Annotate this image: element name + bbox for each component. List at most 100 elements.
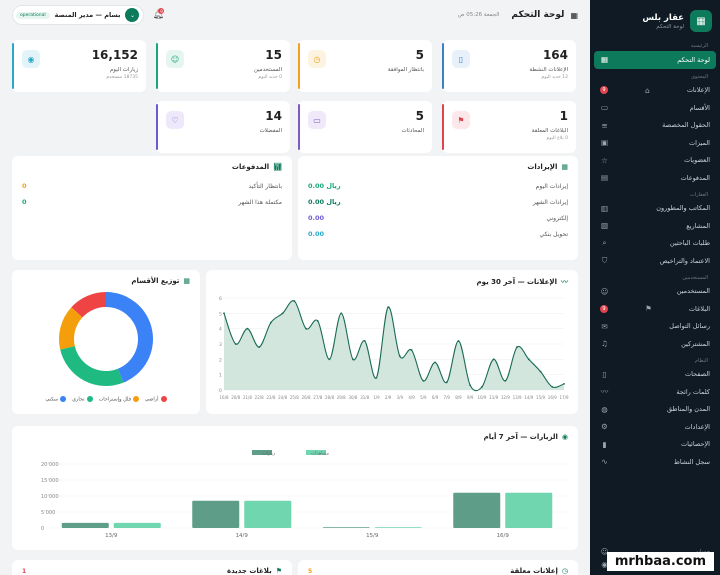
sidebar-item[interactable]: الصفحات ▯ xyxy=(590,366,720,384)
sidebar-item[interactable]: سجل النشاط ∿ xyxy=(590,453,720,471)
data-point xyxy=(481,386,483,388)
legend-swatch xyxy=(60,395,67,402)
data-point xyxy=(305,327,307,330)
stat-label: بانتظار الموافقة xyxy=(387,67,424,73)
legend-item: سكني xyxy=(45,395,67,402)
area-fill xyxy=(224,300,564,391)
sidebar-item[interactable]: لوحة التحكم ▦ xyxy=(594,51,716,69)
sidebar-item-label: المشتركين xyxy=(681,339,710,348)
users-icon: ☺ xyxy=(166,50,184,68)
users-icon: ☺ xyxy=(600,286,609,296)
eye-icon: ◉ xyxy=(601,560,608,569)
summary-value: 0.00 ريال xyxy=(308,198,341,206)
line-series xyxy=(223,300,565,392)
chat-icon: ▭ xyxy=(308,111,326,129)
legend-label: زيارات xyxy=(263,452,275,457)
stat-card[interactable]: 1 البلاغات المعلقة 0 بلاغ اليوم ⚑ xyxy=(442,101,576,153)
chevron-down-icon[interactable]: ⌄ xyxy=(125,8,140,22)
summary-row: بانتظار التأكيد 0 xyxy=(12,178,292,194)
sidebar-item[interactable]: الحقول المخصصة ≡ xyxy=(590,117,720,135)
sidebar-badge: 9 xyxy=(600,86,608,95)
sidebar-item[interactable]: رسائل التواصل ✉ xyxy=(590,318,720,336)
notifications-button[interactable]: 🔔︎ 9 xyxy=(152,8,165,20)
sidebar-item-label: البلاغات xyxy=(688,304,710,313)
stat-card[interactable]: 164 الإعلانات النشطة 12 جديد اليوم ▯ xyxy=(442,40,576,92)
x-tick-label: 13/9 xyxy=(105,533,118,539)
sidebar-item[interactable]: المدن والمناطق ◍ xyxy=(590,401,720,419)
legend-item: فلل وإستراحات xyxy=(98,395,139,402)
data-point xyxy=(223,312,225,315)
sidebar-item[interactable]: الإعلانات ⌂ 9 xyxy=(590,82,720,100)
grid-icon: ▦ xyxy=(570,10,578,20)
y-tick-label: 6 xyxy=(219,296,222,302)
chart-icon: ▮ xyxy=(602,439,607,449)
sidebar-item-label: الإحصائيات xyxy=(680,440,710,449)
bar xyxy=(374,527,422,528)
data-point xyxy=(293,300,296,302)
x-tick-label: 26/8 xyxy=(302,395,311,400)
eye-icon: ◉ xyxy=(561,433,568,441)
sidebar-item[interactable]: الإعدادات ⚙ xyxy=(590,418,720,436)
donut-title-group: ▦ توزيع الأقسام xyxy=(12,270,200,292)
sidebar-section-label: المستخدمين xyxy=(682,274,708,281)
user-menu[interactable]: ⌄ بسام — مدير المنصة operational xyxy=(12,5,145,25)
building-icon: ▥ xyxy=(600,203,609,213)
stat-label: البلاغات المعلقة xyxy=(531,128,568,134)
payments-panel: 📊︎ المدفوعات بانتظار التأكيد 0 مكتملة هذا … xyxy=(12,156,292,260)
sidebar-item[interactable]: المستخدمين ☺ xyxy=(590,283,720,301)
sidebar-item[interactable]: البلاغات ⚑ 9 xyxy=(590,300,720,318)
legend-label: فلل وإستراحات xyxy=(98,396,131,402)
stat-card[interactable]: 5 المحادثات ▭ xyxy=(298,101,432,153)
x-tick-label: 27/8 xyxy=(313,395,322,400)
page-title-group: ▦ لوحة التحكم الجمعة 05:26 ص xyxy=(458,10,578,20)
summary-label: مكتملة هذا الشهر xyxy=(238,198,282,206)
y-tick-label: 3 xyxy=(219,342,222,348)
sidebar-item[interactable]: العضويات ☆ xyxy=(590,152,720,170)
summary-value: 0.00 ريال xyxy=(308,182,341,190)
x-tick-label: 10/9 xyxy=(477,395,486,400)
summary-row: تحويل بنكي 0.00 xyxy=(298,226,578,242)
pie-slice xyxy=(59,307,83,350)
pie-slice xyxy=(60,346,124,386)
watermark: mrhbaa.com xyxy=(606,552,714,571)
sidebar-item[interactable]: المكاتب والمطورون ▥ xyxy=(590,200,720,218)
flag-icon: ⚑ xyxy=(452,111,470,129)
sidebar-footer-item[interactable]: حسابي ☺ xyxy=(590,545,720,558)
brand-name: عقار بلس xyxy=(642,12,684,23)
sidebar-item[interactable]: الاعتماد والتراخيص ⛉ xyxy=(590,252,720,270)
sidebar-item-label: سجل النشاط xyxy=(673,457,710,466)
x-tick-label: 15/9 xyxy=(366,533,379,539)
stat-accent xyxy=(12,43,14,89)
sidebar-item[interactable]: الإحصائيات ▮ xyxy=(590,436,720,454)
data-point xyxy=(352,358,354,361)
stat-card[interactable]: 15 المستخدمين 0 جديد اليوم ☺ xyxy=(156,40,290,92)
sidebar-item[interactable]: الميزات ▣ xyxy=(590,134,720,152)
summary-row: إيرادات اليوم 0.00 ريال xyxy=(298,178,578,194)
x-tick-label: 16/9 xyxy=(548,395,557,400)
stat-card[interactable]: 14 المفضلات ♡ xyxy=(156,101,290,153)
stat-card[interactable]: 5 بانتظار الموافقة ◷ xyxy=(298,40,432,92)
summary-label: بانتظار التأكيد xyxy=(248,182,282,190)
legend-label: تجاري xyxy=(72,396,85,402)
sidebar-item[interactable]: طلبات الباحثين ⌕ xyxy=(590,235,720,253)
x-tick-label: 14/9 xyxy=(236,533,249,539)
bar-chart-icon: 📊︎ xyxy=(273,163,282,171)
categories-donut-chart xyxy=(59,292,153,386)
data-point xyxy=(492,358,495,361)
sidebar-item[interactable]: الأقسام ▭ xyxy=(590,99,720,117)
stat-value: 16,152 xyxy=(91,48,138,62)
card-icon: ▤ xyxy=(600,173,609,183)
sidebar-item[interactable]: كلمات رائجة 〰 xyxy=(590,383,720,401)
sidebar-item[interactable]: المشتركين ♫ xyxy=(590,335,720,353)
y-tick-label: 5٬000 xyxy=(41,510,55,516)
file-icon: ▯ xyxy=(602,369,607,379)
stat-card[interactable]: 16,152 زيارات اليوم 18735 مستخدم ◉ xyxy=(12,40,146,92)
x-tick-label: 8/9 xyxy=(455,395,462,400)
home-icon: ⌂ xyxy=(645,85,650,95)
sidebar-item[interactable]: المدفوعات ▤ xyxy=(590,169,720,187)
sidebar-item[interactable]: المشاريع ▧ xyxy=(590,217,720,235)
sidebar-item-label: حسابي xyxy=(694,549,710,555)
brand-subtitle: لوحة التحكم xyxy=(656,23,684,30)
sidebar-nav: الرئيسية لوحة التحكم ▦ المحتوى الإعلانات ⌂ 9 ال… xyxy=(590,38,720,471)
sidebar-section-label: النظام xyxy=(694,357,708,364)
